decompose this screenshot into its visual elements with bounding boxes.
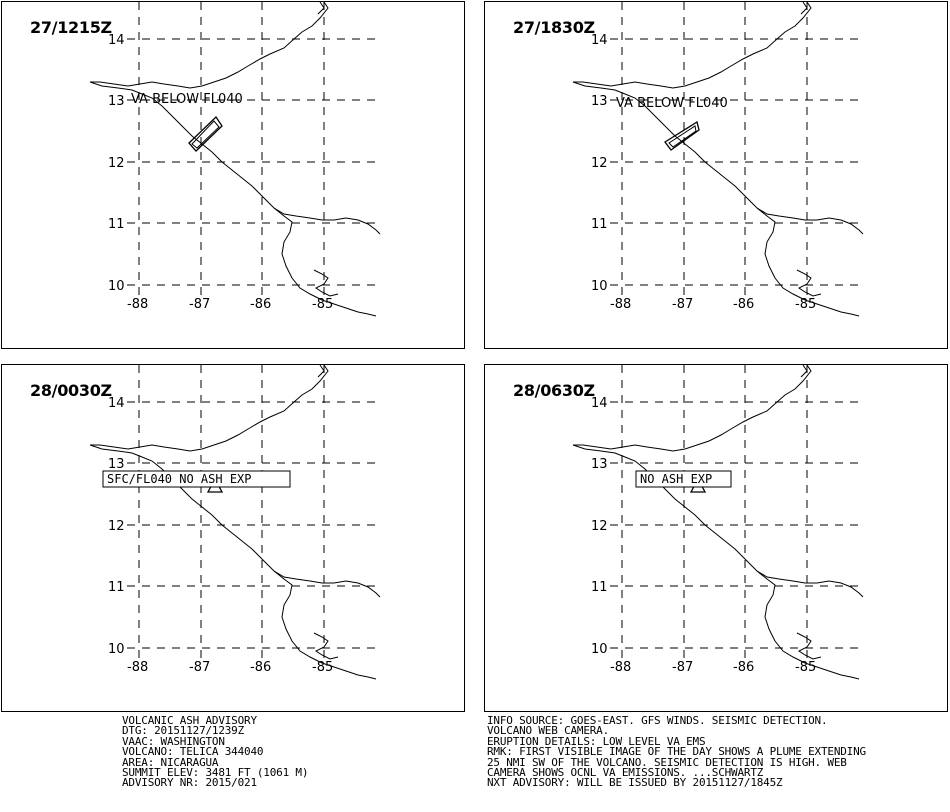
latitude-label: 10 <box>108 279 125 294</box>
advisory-line: VOLCANO: TELICA 344040 <box>122 745 264 759</box>
latitude-label: 13 <box>591 457 608 472</box>
map-canvas: 14 13 12 11 10-88 -87 -86 -85 VA BELOW FL040 <box>572 2 865 317</box>
longitude-label: -87 <box>189 297 210 312</box>
coastline <box>756 570 860 680</box>
latitude-label: 10 <box>591 642 608 657</box>
coastline <box>313 632 339 660</box>
longitude-label: -87 <box>672 660 693 675</box>
latitude-label: 13 <box>591 94 608 109</box>
longitude-label: -88 <box>127 297 148 312</box>
forecast-map-panel-1: 14 13 12 11 10 -88 -87 -86 -85 VA BELOW FL040 27/… <box>1 1 465 349</box>
coastline <box>89 2 381 235</box>
coastline <box>800 365 808 378</box>
longitude-label: -88 <box>610 660 631 675</box>
coastline <box>796 269 822 297</box>
advisory-header-text: VOLCANIC ASH ADVISORY DTG: 20151127/1239… <box>122 714 309 790</box>
latitude-label: 10 <box>108 642 125 657</box>
ash-plume-polygon <box>188 115 223 152</box>
latitude-label: 12 <box>591 519 608 534</box>
advisory-line: DTG: 20151127/1239Z <box>122 724 245 738</box>
longitude-label: -87 <box>672 297 693 312</box>
latitude-label: 11 <box>108 580 125 595</box>
advisory-line: ERUPTION DETAILS: LOW LEVEL VA EMS <box>487 734 706 748</box>
advisory-line: SUMMIT ELEV: 3481 FT (1061 M) <box>122 766 309 780</box>
forecast-map-panel-4: 14 13 12 11 10 -88 -87 -86 -85 NO ASH EXP 28/0630… <box>484 364 948 712</box>
longitude-label: -86 <box>250 297 271 312</box>
latitude-label: 14 <box>591 33 608 48</box>
longitude-label: -87 <box>189 660 210 675</box>
coastline <box>317 365 325 378</box>
latitude-label: 11 <box>591 217 608 232</box>
map-canvas: 14 13 12 11 10-88 -87 -86 -85 SFC/FL040 NO ASH E… <box>89 365 382 680</box>
longitude-label: -85 <box>795 297 816 312</box>
coastline <box>273 570 377 680</box>
annotation-box <box>635 470 732 488</box>
panel-timestamp: 27/1830Z <box>513 18 595 37</box>
coastline <box>800 2 808 15</box>
advisory-line: CAMERA SHOWS OCNL VA EMISSIONS. ...SCHWA… <box>487 766 764 780</box>
latitude-label: 12 <box>591 156 608 171</box>
latitude-label: 14 <box>108 396 125 411</box>
latitude-label: 10 <box>591 279 608 294</box>
coastline <box>273 207 377 317</box>
longitude-label: -88 <box>127 660 148 675</box>
map-canvas: 14 13 12 11 10-88 -87 -86 -85 NO ASH EXP <box>572 365 865 680</box>
longitude-label: -86 <box>733 297 754 312</box>
annotation-box <box>102 470 291 488</box>
coastline <box>317 2 325 15</box>
advisory-line: VOLCANO WEB CAMERA. <box>487 724 610 738</box>
latitude-label: 12 <box>108 156 125 171</box>
coastline <box>572 365 864 598</box>
advisory-line: 25 NMI SW OF THE VOLCANO. SEISMIC DETECT… <box>487 755 847 769</box>
panel-timestamp: 28/0630Z <box>513 381 595 400</box>
advisory-line: NXT ADVISORY: WILL BE ISSUED BY 20151127… <box>487 776 783 790</box>
latitude-label: 12 <box>108 519 125 534</box>
va-annotation-label: NO ASH EXP <box>640 472 712 486</box>
va-annotation-label: SFC/FL040 NO ASH EXP <box>107 472 252 486</box>
longitude-label: -86 <box>250 660 271 675</box>
forecast-map-panel-2: 14 13 12 11 10 -88 -87 -86 -85 VA BELOW FL040 27/… <box>484 1 948 349</box>
advisory-line: VAAC: WASHINGTON <box>122 734 225 748</box>
va-annotation-label: VA BELOW FL040 <box>616 96 728 111</box>
advisory-line: VOLCANIC ASH ADVISORY <box>122 714 257 727</box>
longitude-label: -88 <box>610 297 631 312</box>
coastline <box>796 632 822 660</box>
advisory-line: RMK: FIRST VISIBLE IMAGE OF THE DAY SHOW… <box>487 745 866 759</box>
ash-plume-polygon <box>664 120 700 151</box>
coastline <box>89 365 381 598</box>
latitude-label: 14 <box>591 396 608 411</box>
longitude-label: -85 <box>795 660 816 675</box>
longitude-label: -85 <box>312 660 333 675</box>
coastline <box>572 2 864 235</box>
latitude-label: 11 <box>591 580 608 595</box>
advisory-line: ADVISORY NR: 2015/021 <box>122 776 257 790</box>
advisory-line: AREA: NICARAGUA <box>122 755 219 769</box>
forecast-map-panel-3: 14 13 12 11 10 -88 -87 -86 -85 SFC/FL040 NO ASH E… <box>1 364 465 712</box>
latitude-label: 14 <box>108 33 125 48</box>
latitude-label: 13 <box>108 94 125 109</box>
coastline <box>313 269 339 297</box>
latitude-label: 13 <box>108 457 125 472</box>
map-canvas: 14 13 12 11 10-88 -87 -86 -85 VA BELOW FL040 <box>89 2 382 317</box>
advisory-line: INFO SOURCE: GOES-EAST. GFS WINDS. SEISM… <box>487 714 828 727</box>
longitude-label: -85 <box>312 297 333 312</box>
longitude-label: -86 <box>733 660 754 675</box>
panel-timestamp: 28/0030Z <box>30 381 112 400</box>
coastline <box>756 207 860 317</box>
va-annotation-label: VA BELOW FL040 <box>131 92 243 107</box>
advisory-remarks-text: INFO SOURCE: GOES-EAST. GFS WINDS. SEISM… <box>487 714 866 790</box>
latitude-label: 11 <box>108 217 125 232</box>
panel-timestamp: 27/1215Z <box>30 18 112 37</box>
